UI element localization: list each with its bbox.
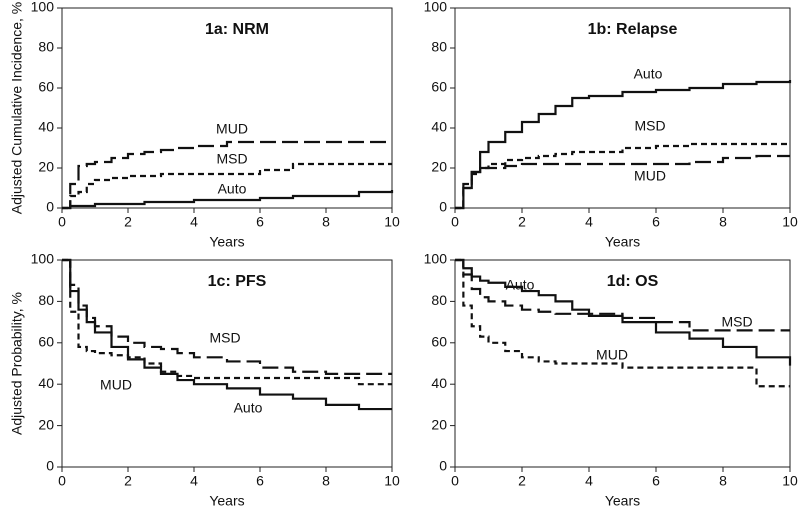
plot-frame bbox=[61, 259, 393, 468]
series-label: Auto bbox=[234, 400, 263, 416]
series-line bbox=[455, 258, 792, 366]
y-tick-label: 20 bbox=[38, 416, 54, 432]
x-tick-label: 10 bbox=[782, 473, 798, 489]
y-tick-label: 80 bbox=[38, 292, 54, 308]
series-label: MUD bbox=[216, 121, 248, 137]
y-tick-label: 0 bbox=[439, 199, 447, 215]
y-tick-label: 40 bbox=[38, 119, 54, 135]
x-axis-label: Years bbox=[209, 234, 244, 250]
chart-title: 1d: OS bbox=[607, 273, 659, 290]
y-tick-label: 40 bbox=[431, 119, 447, 135]
y-tick-label: 0 bbox=[46, 458, 54, 474]
x-tick-label: 6 bbox=[256, 473, 264, 489]
y-tick-label: 60 bbox=[431, 79, 447, 95]
y-tick-label: 80 bbox=[431, 39, 447, 55]
chart-title: 1a: NRM bbox=[205, 21, 269, 38]
plot-frame bbox=[454, 7, 791, 209]
y-tick-label: 80 bbox=[38, 39, 54, 55]
x-tick-label: 6 bbox=[256, 214, 264, 230]
x-tick-label: 0 bbox=[451, 214, 459, 230]
series-label: Auto bbox=[506, 277, 535, 293]
y-tick-label: 60 bbox=[38, 79, 54, 95]
x-tick-label: 8 bbox=[322, 473, 330, 489]
x-tick-label: 0 bbox=[58, 473, 66, 489]
series-label: Auto bbox=[634, 66, 663, 82]
y-tick-label: 100 bbox=[424, 0, 448, 15]
x-tick-label: 10 bbox=[782, 214, 798, 230]
series-label: MUD bbox=[634, 168, 666, 184]
series-line bbox=[455, 258, 790, 332]
x-tick-label: 4 bbox=[190, 214, 198, 230]
chart-title: 1c: PFS bbox=[208, 273, 267, 290]
x-tick-label: 4 bbox=[585, 214, 593, 230]
y-tick-label: 100 bbox=[31, 251, 55, 267]
x-tick-label: 2 bbox=[518, 214, 526, 230]
x-tick-label: 8 bbox=[719, 473, 727, 489]
series-label: MSD bbox=[209, 330, 240, 346]
y-axis-label: Adjusted Probability, % bbox=[9, 292, 25, 435]
y-axis-label: Adjusted Cumulative Incidence, % bbox=[9, 2, 25, 214]
x-tick-label: 0 bbox=[451, 473, 459, 489]
series-line bbox=[455, 258, 790, 388]
x-tick-label: 0 bbox=[58, 214, 66, 230]
y-tick-label: 20 bbox=[431, 159, 447, 175]
y-tick-label: 40 bbox=[38, 375, 54, 391]
y-tick-label: 0 bbox=[46, 199, 54, 215]
x-tick-label: 8 bbox=[719, 214, 727, 230]
series-line bbox=[455, 142, 790, 210]
x-axis-label: Years bbox=[605, 234, 640, 250]
series-line bbox=[455, 154, 790, 210]
x-tick-label: 6 bbox=[652, 473, 660, 489]
series-line bbox=[455, 80, 792, 210]
series-label: MUD bbox=[596, 347, 628, 363]
series-line bbox=[62, 190, 394, 210]
x-tick-label: 10 bbox=[384, 214, 400, 230]
x-tick-label: 8 bbox=[322, 214, 330, 230]
series-line bbox=[62, 140, 392, 210]
x-tick-label: 4 bbox=[585, 473, 593, 489]
x-axis-label: Years bbox=[209, 493, 244, 509]
x-tick-label: 6 bbox=[652, 214, 660, 230]
series-line bbox=[62, 258, 392, 375]
x-tick-label: 10 bbox=[384, 473, 400, 489]
x-tick-label: 2 bbox=[124, 214, 132, 230]
series-line bbox=[62, 162, 392, 210]
x-tick-label: 2 bbox=[124, 473, 132, 489]
series-label: MUD bbox=[100, 377, 132, 393]
chart-title: 1b: Relapse bbox=[588, 21, 678, 38]
series-label: MSD bbox=[721, 314, 752, 330]
y-tick-label: 60 bbox=[38, 334, 54, 350]
x-tick-label: 4 bbox=[190, 473, 198, 489]
y-tick-label: 80 bbox=[431, 292, 447, 308]
x-tick-label: 2 bbox=[518, 473, 526, 489]
series-label: MSD bbox=[216, 151, 247, 167]
y-tick-label: 20 bbox=[38, 159, 54, 175]
series-label: Auto bbox=[218, 181, 247, 197]
x-axis-label: Years bbox=[605, 493, 640, 509]
y-tick-label: 100 bbox=[31, 0, 55, 15]
y-tick-label: 100 bbox=[424, 251, 448, 267]
series-line bbox=[62, 258, 392, 411]
y-tick-label: 40 bbox=[431, 375, 447, 391]
series-label: MSD bbox=[634, 118, 665, 134]
y-tick-label: 20 bbox=[431, 416, 447, 432]
y-tick-label: 0 bbox=[439, 458, 447, 474]
plot-frame bbox=[61, 7, 393, 209]
y-tick-label: 60 bbox=[431, 334, 447, 350]
